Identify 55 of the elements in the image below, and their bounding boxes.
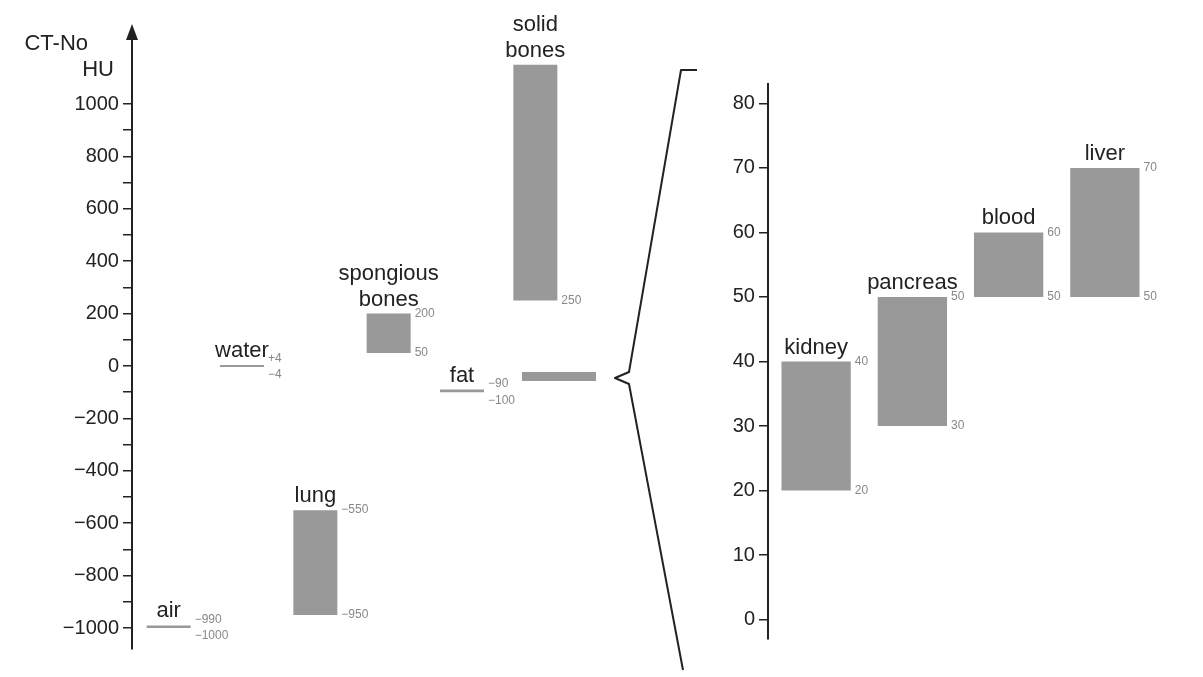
annotation: 250 [561, 292, 582, 307]
annotation: 50 [414, 345, 429, 360]
bar [877, 296, 948, 427]
annotation: 40 [854, 353, 869, 368]
y-tick-label: 10 [732, 542, 755, 565]
y-tick-label: 200 [85, 301, 119, 324]
bar [973, 232, 1044, 297]
x-tick-label: water [214, 336, 269, 362]
x-tick-label: blood [981, 204, 1036, 230]
y-tick-label: 30 [732, 413, 755, 436]
bar [293, 510, 338, 615]
annotation: 50 [1047, 289, 1061, 304]
y-tick-label: −200 [73, 405, 119, 428]
x-tick-label: kidney [784, 333, 848, 359]
annotation: −990 [194, 611, 223, 626]
y-tick-label: 0 [743, 607, 755, 630]
annotation: −550 [341, 502, 369, 517]
annotation: 30 [951, 418, 965, 433]
bar [781, 361, 851, 491]
y-tick-label: 400 [85, 248, 119, 271]
bar [513, 64, 558, 301]
annotation: −1000 [194, 628, 229, 643]
y-tick-label: 800 [85, 143, 119, 166]
y-tick-label: 60 [732, 219, 755, 242]
annotation: 20 [854, 482, 869, 497]
y-axis-title: CT-No HU [24, 30, 114, 82]
y-tick-label: 20 [732, 478, 755, 501]
y-tick-label: 40 [732, 349, 755, 372]
annotation: −90 [488, 375, 509, 390]
y-tick-label: −600 [73, 510, 119, 533]
bar [366, 313, 411, 353]
annotation: −950 [341, 607, 369, 622]
x-tick-label: fat [449, 361, 475, 387]
y-tick-label: 50 [732, 284, 755, 307]
annotation: 50 [1143, 289, 1158, 304]
x-tick-label: solid bones [505, 10, 566, 62]
bar [1070, 167, 1140, 297]
x-tick-label: liver [1084, 139, 1126, 165]
bar [220, 364, 264, 368]
annotation: 70 [1143, 160, 1158, 175]
y-tick-label: −800 [73, 563, 119, 586]
annotation: +4 [268, 351, 283, 366]
y-tick-label: 1000 [74, 91, 119, 114]
y-tick-label: 600 [85, 196, 119, 219]
x-tick-label: lung [294, 482, 337, 508]
y-tick-label: 0 [107, 353, 119, 376]
bar [146, 625, 191, 629]
y-tick-label: −400 [73, 458, 119, 481]
y-tick-label: −1000 [62, 615, 119, 638]
annotation: 60 [1047, 224, 1061, 239]
x-tick-label: air [156, 597, 181, 623]
annotation: −4 [268, 367, 283, 382]
annotation: −100 [488, 392, 516, 407]
y-tick-label: 80 [732, 90, 755, 113]
y-tick-label: 70 [732, 155, 755, 178]
